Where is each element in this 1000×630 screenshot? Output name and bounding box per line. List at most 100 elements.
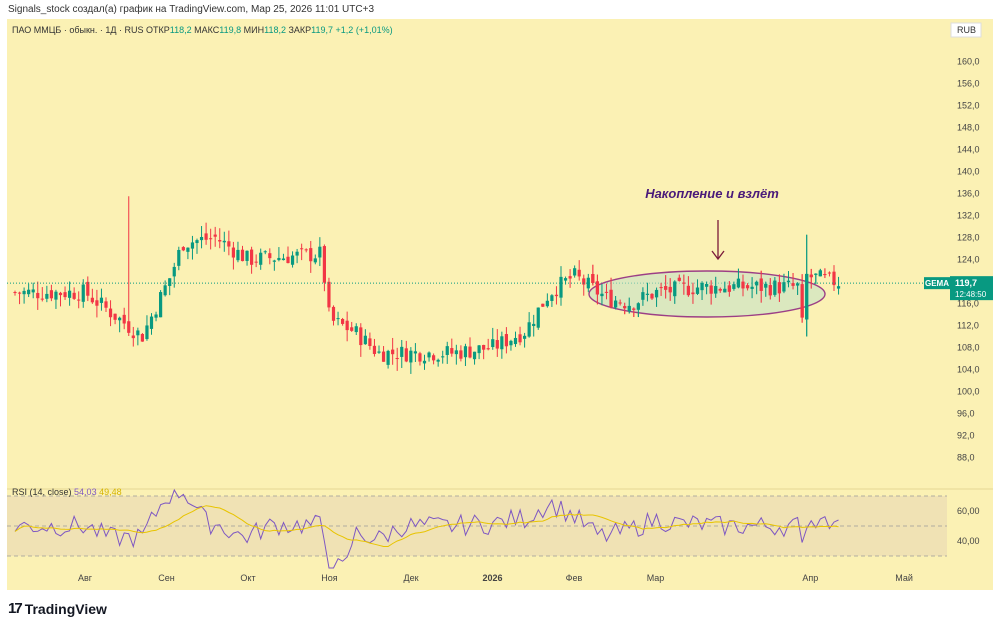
candle-body [327,281,331,308]
candle-body [782,282,786,292]
candle-body [509,340,513,346]
candle-body [331,306,336,321]
candle-body [345,320,349,331]
ticker-badge [924,277,950,290]
candle-body [554,294,559,297]
candle-body [691,292,695,295]
currency-label: RUB [957,25,976,35]
candle-body [400,346,404,357]
low-label: МИН [243,25,265,35]
candle-body [263,251,267,253]
candle-body [814,273,818,275]
close-value: 119,7 [311,25,334,35]
candle-body [523,335,527,339]
candle-body [568,276,572,279]
low-value: 118,2 [264,25,286,35]
candle-body [527,322,531,337]
candle-body [104,301,108,308]
candle-body [836,286,841,289]
candle-body [222,240,226,243]
candle-body [659,287,663,289]
candle-body [545,300,549,307]
candle-body [705,284,709,287]
candle-body [759,278,763,291]
time-tick-label: Мар [647,573,665,583]
candle-body [318,246,322,258]
candle-body [336,318,340,320]
rsi-title: RSI (14, close) [12,487,72,497]
candle-body [350,327,354,331]
candle-body [682,282,686,284]
candle-body [573,268,577,276]
symbol-legend[interactable]: ПАО ММЦБ · обыкн. · 1Д · RUS ОТКР118,2 М… [12,25,393,35]
candle-body [486,348,490,350]
rsi-legend[interactable]: RSI (14, close) 54,03 49,48 [12,487,122,497]
candle-body [168,278,172,286]
candle-body [199,236,204,241]
candle-body [650,293,654,299]
candle-body [95,300,99,306]
candle-body [354,326,358,333]
candle-body [313,258,317,263]
last-price-label: 119,7 [955,278,977,288]
price-axis-bg [947,19,993,590]
candle-body [777,282,781,294]
candle-body [309,248,313,262]
open-label: ОТКР [145,25,170,35]
candle-body [254,261,258,263]
price-tick-label: 148,0 [957,123,980,133]
candle-body [227,241,231,247]
candle-body [58,292,63,296]
candle-body [641,292,645,300]
candle-body [513,337,518,345]
candle-body [532,323,536,327]
candle-body [668,286,672,293]
candle-body [159,292,163,318]
candle-body [372,345,377,354]
candle-body [72,292,76,299]
rsi-line [14,488,839,569]
time-tick-label: Дек [403,573,418,583]
candle-body [54,291,58,300]
candle-body [177,249,181,266]
price-chart-svg[interactable]: 160,0 156,0 152,0 148,0 144,0 140,0 136,0 132,0… [7,19,993,590]
candle-body [13,292,17,294]
annotation-arrow-head [711,250,725,261]
time-tick-label: Авг [78,573,93,583]
candle-body [673,281,677,297]
candle-body [213,234,217,237]
candle-body [718,288,722,291]
candle-body [281,258,286,261]
candle-body [113,313,117,320]
candle-body [436,359,440,362]
candle-body [322,246,326,283]
time-tick-label: 2026 [482,573,502,583]
tradingview-logo[interactable]: 17 TradingView [8,600,107,617]
candle-body [732,284,736,289]
candle-body [450,348,454,354]
time-tick-label: Апр [802,573,818,583]
candle-body [823,274,827,276]
price-tick-label: 156,0 [957,79,980,89]
price-tick-label: 140,0 [957,167,980,177]
candle-body [764,283,768,288]
price-tick-label: 160,0 [957,57,980,67]
candle-body [550,295,554,301]
candle-body [86,281,90,296]
time-tick-label: Ноя [321,573,338,583]
time-tick-label: Сен [158,573,175,583]
candle-body [368,338,372,347]
candle-body [31,289,35,293]
price-tick-label: 132,0 [957,211,980,221]
candle-body [714,286,718,294]
candle-body [395,358,399,360]
candle-body [791,283,795,286]
chart-area[interactable]: 160,0 156,0 152,0 148,0 144,0 140,0 136,0 132,0… [7,19,993,590]
candle-body [805,273,809,320]
candle-body [563,278,568,281]
price-tick-label: 116,0 [957,299,979,309]
candle-body [645,293,650,295]
candle-body [286,256,290,264]
price-tick-label: 144,0 [957,145,980,155]
candle-body [186,247,190,252]
